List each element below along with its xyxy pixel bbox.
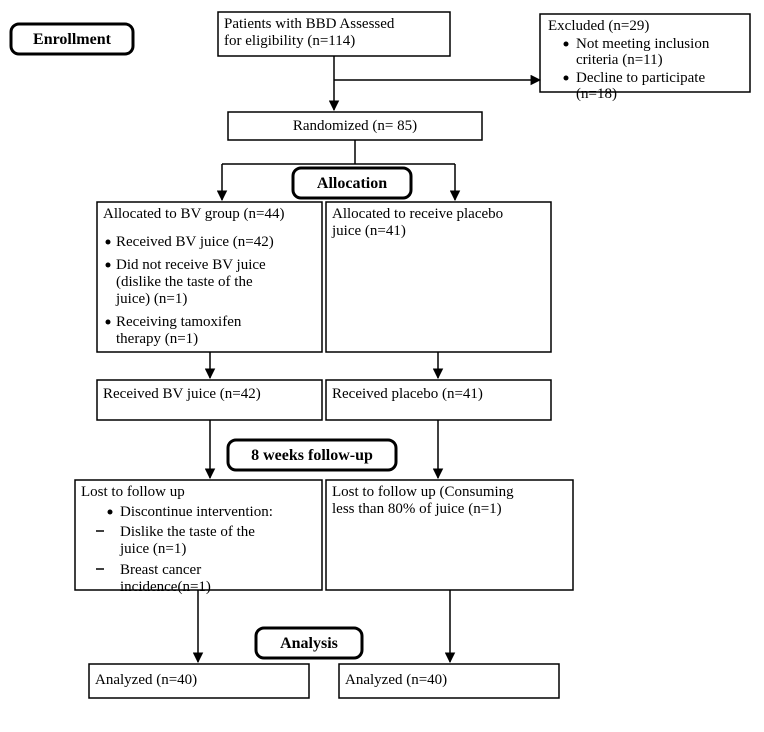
svg-text:Discontinue intervention:: Discontinue intervention: bbox=[120, 504, 273, 520]
svg-text:Analyzed (n=40): Analyzed (n=40) bbox=[95, 672, 197, 688]
svg-text:Received placebo (n=41): Received placebo (n=41) bbox=[332, 386, 483, 402]
svg-text:Analyzed (n=40): Analyzed (n=40) bbox=[345, 672, 447, 688]
svg-text:Received BV juice (n=42): Received BV juice (n=42) bbox=[116, 234, 274, 250]
svg-text:Lost to follow up: Lost to follow up bbox=[81, 484, 185, 500]
svg-text:Analysis: Analysis bbox=[280, 635, 338, 652]
svg-text:Enrollment: Enrollment bbox=[33, 31, 112, 48]
consort-flow-diagram: EnrollmentPatients with BBD Assessedfor … bbox=[0, 0, 764, 732]
svg-text:Allocated to BV group (n=44): Allocated to BV group (n=44) bbox=[103, 206, 285, 222]
svg-text:Lost to follow up (Consumingle: Lost to follow up (Consumingless than 80… bbox=[332, 484, 514, 517]
svg-text:Allocation: Allocation bbox=[317, 175, 387, 192]
svg-text:8 weeks follow-up: 8 weeks follow-up bbox=[251, 447, 373, 464]
svg-text:Randomized (n= 85): Randomized (n= 85) bbox=[293, 118, 417, 134]
svg-text:Received BV juice (n=42): Received BV juice (n=42) bbox=[103, 386, 261, 402]
svg-text:Excluded (n=29): Excluded (n=29) bbox=[548, 18, 649, 34]
